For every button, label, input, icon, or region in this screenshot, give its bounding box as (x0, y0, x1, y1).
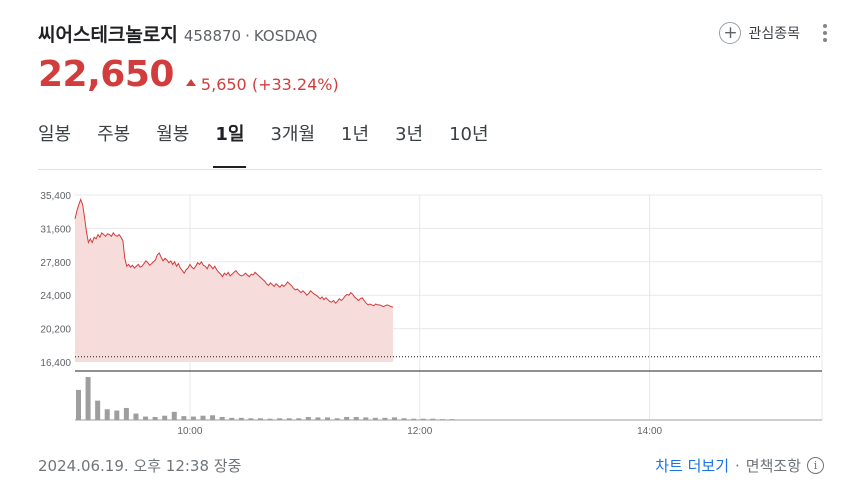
volume-bar (238, 417, 244, 420)
footer-separator: · (735, 456, 740, 475)
volume-bar (305, 416, 311, 420)
stock-market: KOSDAQ (253, 27, 318, 45)
stock-meta: 458870 · KOSDAQ (184, 27, 317, 45)
volume-bar (200, 415, 206, 420)
more-chart-link[interactable]: 차트 더보기 (655, 457, 730, 475)
volume-bar (411, 418, 417, 420)
volume-bar (277, 418, 283, 420)
period-tabs: 일봉 주봉 월봉 1일 3개월 1년 3년 10년 (38, 120, 515, 170)
tabs-divider (38, 169, 822, 170)
tab-7[interactable]: 10년 (449, 124, 489, 145)
stock-header: 씨어스테크놀로지 458870 · KOSDAQ (38, 20, 317, 47)
volume-bar (219, 416, 225, 420)
volume-bar (248, 418, 254, 420)
volume-bar (430, 418, 436, 420)
volume-bar (382, 417, 388, 420)
volume-bar (152, 416, 158, 420)
volume-bar (76, 389, 81, 420)
stock-code: 458870 (183, 27, 242, 45)
volume-bar (181, 416, 187, 420)
volume-bar (392, 417, 398, 420)
intraday-chart[interactable]: 35,400 31,600 27,800 24,000 20,200 16,400 10:0… (0, 170, 860, 435)
price-row: 22,650 5,650 (+33.24%) (38, 54, 339, 95)
volume-bar (123, 407, 129, 420)
change-amount: 5,650 (200, 74, 247, 94)
volume-bar (210, 415, 216, 420)
current-price: 22,650 (38, 54, 174, 95)
y-tick-label: 35,400 (40, 191, 71, 202)
tab-0[interactable]: 일봉 (38, 124, 72, 145)
volume-bar (190, 416, 196, 420)
tab-5[interactable]: 1년 (341, 124, 370, 145)
volume-bar (372, 417, 378, 420)
volume-bar (133, 413, 139, 420)
x-tick-label: 14:00 (637, 426, 662, 435)
meta-dot: · (245, 27, 250, 45)
timestamp: 2024.06.19. 오후 12:38 장중 (38, 457, 242, 475)
volume-bar (229, 417, 235, 420)
footer-links: 차트 더보기 · 면책조항 i (655, 455, 824, 476)
volume-bar (296, 418, 302, 420)
price-change: 5,650 (+33.24%) (185, 74, 339, 94)
tab-1[interactable]: 주봉 (97, 124, 131, 145)
volume-bar (449, 419, 455, 420)
volume-bar (162, 415, 168, 420)
y-tick-label: 24,000 (40, 291, 71, 302)
volume-bar (334, 418, 340, 420)
price-area (75, 199, 393, 362)
change-percent: (+33.24%) (251, 74, 339, 94)
volume-bar (267, 418, 273, 420)
y-tick-label: 27,800 (40, 258, 71, 269)
volume-bar (439, 419, 445, 420)
volume-bar (344, 416, 350, 420)
x-tick-label: 12:00 (407, 426, 432, 435)
y-tick-label: 20,200 (40, 325, 71, 336)
volume-bar (315, 417, 321, 420)
price-line (74, 197, 394, 308)
y-tick-label: 16,400 (40, 358, 71, 369)
stock-name[interactable]: 씨어스테크놀로지 (38, 24, 178, 46)
volume-bar (143, 416, 149, 420)
watchlist-button[interactable]: + 관심종목 (719, 22, 800, 44)
volume-bar (257, 418, 263, 420)
y-tick-label: 31,600 (40, 224, 71, 235)
volume-bar (171, 411, 177, 420)
plus-icon: + (719, 22, 742, 44)
volume-bar (104, 409, 110, 420)
x-tick-label: 10:00 (177, 426, 202, 435)
tab-6[interactable]: 3년 (395, 124, 424, 145)
volume-bar (401, 418, 407, 420)
tab-4[interactable]: 3개월 (270, 124, 316, 145)
volume-bar (325, 417, 330, 420)
volume-bar (114, 410, 120, 420)
volume-bar (363, 417, 369, 420)
volume-bar (85, 377, 91, 420)
info-icon[interactable]: i (807, 457, 824, 474)
watchlist-label: 관심종목 (748, 26, 800, 42)
volume-bar (420, 418, 426, 420)
volume-bar (95, 400, 101, 420)
disclaimer-link[interactable]: 면책조항 (745, 457, 801, 475)
volume-bar (286, 418, 292, 420)
tab-2[interactable]: 월봉 (156, 124, 190, 145)
up-triangle-icon (185, 79, 196, 86)
more-options-icon[interactable] (822, 24, 828, 42)
volume-bar (353, 416, 359, 420)
tab-3[interactable]: 1일 (213, 120, 247, 168)
